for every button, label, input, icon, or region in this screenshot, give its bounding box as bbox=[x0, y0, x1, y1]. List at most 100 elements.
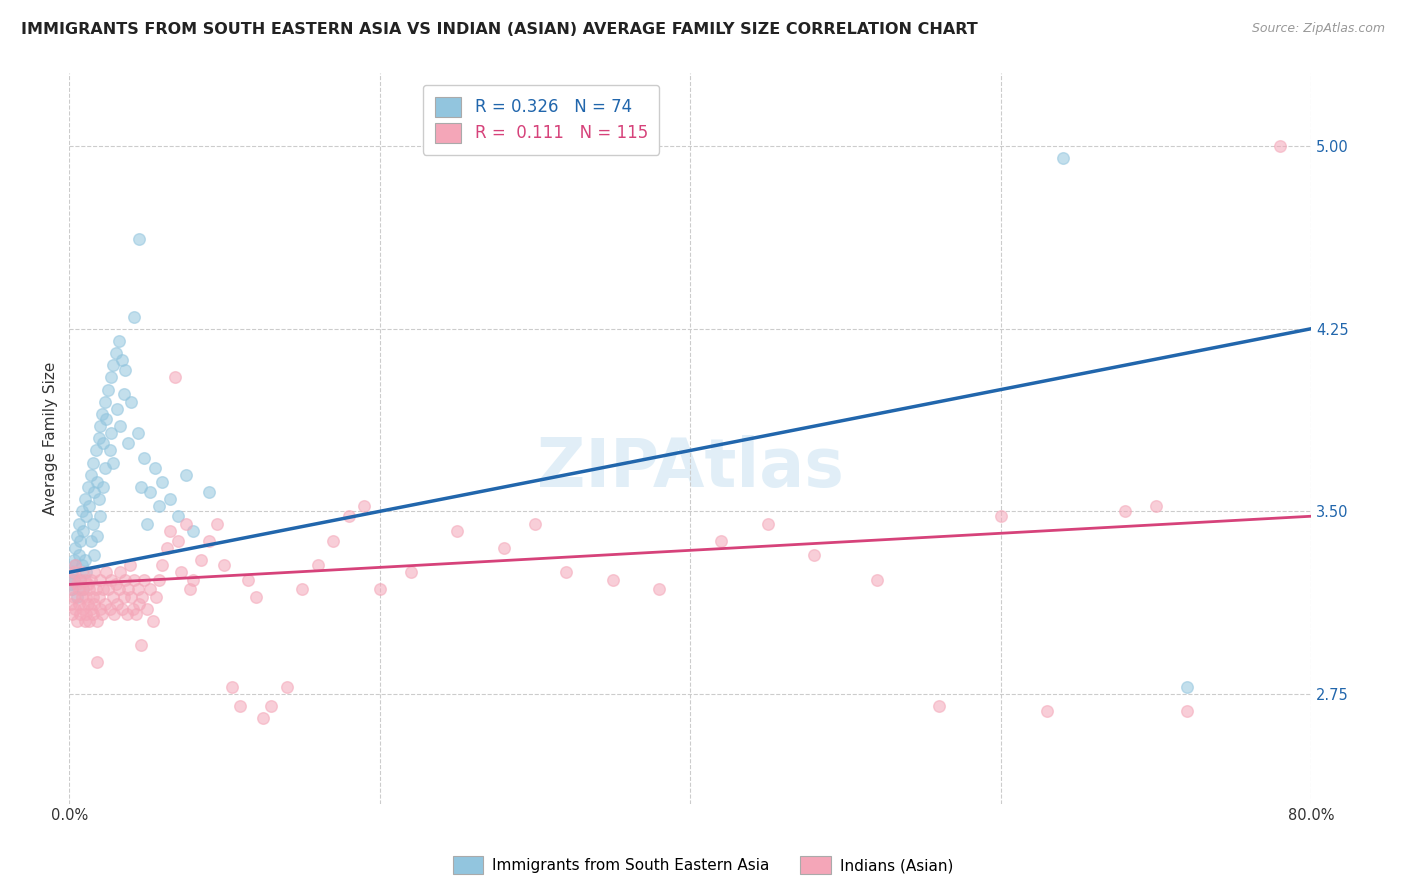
Point bbox=[148, 500, 170, 514]
Point bbox=[167, 509, 190, 524]
Point bbox=[120, 394, 142, 409]
Point bbox=[82, 590, 104, 604]
Point bbox=[63, 566, 86, 580]
Point bbox=[93, 582, 115, 597]
Point bbox=[127, 426, 149, 441]
Point bbox=[198, 484, 221, 499]
Point bbox=[79, 582, 101, 597]
Point bbox=[60, 573, 83, 587]
Point bbox=[307, 558, 329, 572]
Point bbox=[60, 607, 83, 621]
Point bbox=[60, 566, 83, 580]
Point bbox=[252, 711, 274, 725]
Point bbox=[174, 516, 197, 531]
Point bbox=[89, 573, 111, 587]
Point bbox=[1036, 704, 1059, 718]
Point bbox=[94, 597, 117, 611]
Point bbox=[79, 500, 101, 514]
Point bbox=[122, 601, 145, 615]
Y-axis label: Average Family Size: Average Family Size bbox=[44, 361, 58, 515]
Point bbox=[75, 509, 97, 524]
Point bbox=[205, 516, 228, 531]
Point bbox=[115, 607, 138, 621]
Point bbox=[492, 541, 515, 555]
Point bbox=[86, 614, 108, 628]
Point bbox=[87, 590, 110, 604]
Point bbox=[60, 582, 83, 597]
Point bbox=[117, 582, 139, 597]
Point bbox=[179, 582, 201, 597]
Point bbox=[111, 601, 134, 615]
Point bbox=[70, 504, 93, 518]
Point bbox=[59, 577, 82, 591]
Point bbox=[66, 577, 89, 591]
Point bbox=[105, 402, 128, 417]
Point bbox=[100, 573, 122, 587]
Point bbox=[135, 601, 157, 615]
Point bbox=[120, 590, 142, 604]
Point bbox=[101, 456, 124, 470]
Point bbox=[190, 553, 212, 567]
Point bbox=[865, 573, 887, 587]
Point bbox=[150, 558, 173, 572]
Point bbox=[105, 597, 128, 611]
Point bbox=[70, 590, 93, 604]
Legend: Immigrants from South Eastern Asia, Indians (Asian): Immigrants from South Eastern Asia, Indi… bbox=[447, 850, 959, 880]
Point bbox=[69, 573, 91, 587]
Point bbox=[183, 524, 205, 538]
Point bbox=[132, 573, 155, 587]
Point bbox=[523, 516, 546, 531]
Point bbox=[66, 590, 89, 604]
Point bbox=[291, 582, 314, 597]
Point bbox=[170, 566, 193, 580]
Point bbox=[98, 601, 121, 615]
Point bbox=[59, 597, 82, 611]
Point bbox=[84, 443, 107, 458]
Point bbox=[124, 310, 146, 324]
Point bbox=[602, 573, 624, 587]
Point bbox=[65, 558, 87, 572]
Point bbox=[72, 601, 94, 615]
Point bbox=[446, 524, 468, 538]
Point bbox=[104, 346, 127, 360]
Point bbox=[93, 480, 115, 494]
Point bbox=[80, 601, 103, 615]
Point bbox=[94, 460, 117, 475]
Point bbox=[101, 358, 124, 372]
Point bbox=[66, 614, 89, 628]
Point bbox=[928, 699, 950, 714]
Point bbox=[80, 533, 103, 548]
Point bbox=[117, 436, 139, 450]
Point bbox=[70, 558, 93, 572]
Point bbox=[111, 353, 134, 368]
Point bbox=[245, 590, 267, 604]
Point bbox=[75, 566, 97, 580]
Point bbox=[104, 577, 127, 591]
Point bbox=[368, 582, 391, 597]
Point bbox=[76, 480, 98, 494]
Point bbox=[108, 334, 131, 348]
Point bbox=[108, 582, 131, 597]
Point bbox=[69, 607, 91, 621]
Point bbox=[75, 590, 97, 604]
Point bbox=[69, 573, 91, 587]
Point bbox=[73, 492, 96, 507]
Point bbox=[67, 548, 90, 562]
Point bbox=[86, 529, 108, 543]
Point bbox=[97, 582, 120, 597]
Point bbox=[159, 524, 181, 538]
Point bbox=[124, 573, 146, 587]
Point bbox=[112, 590, 135, 604]
Point bbox=[75, 607, 97, 621]
Point bbox=[65, 601, 87, 615]
Point bbox=[139, 484, 162, 499]
Point bbox=[1144, 500, 1167, 514]
Point bbox=[118, 558, 141, 572]
Point bbox=[69, 533, 91, 548]
Point bbox=[174, 467, 197, 482]
Point bbox=[143, 460, 166, 475]
Point bbox=[1114, 504, 1136, 518]
Point bbox=[214, 558, 236, 572]
Point bbox=[97, 383, 120, 397]
Point bbox=[803, 548, 825, 562]
